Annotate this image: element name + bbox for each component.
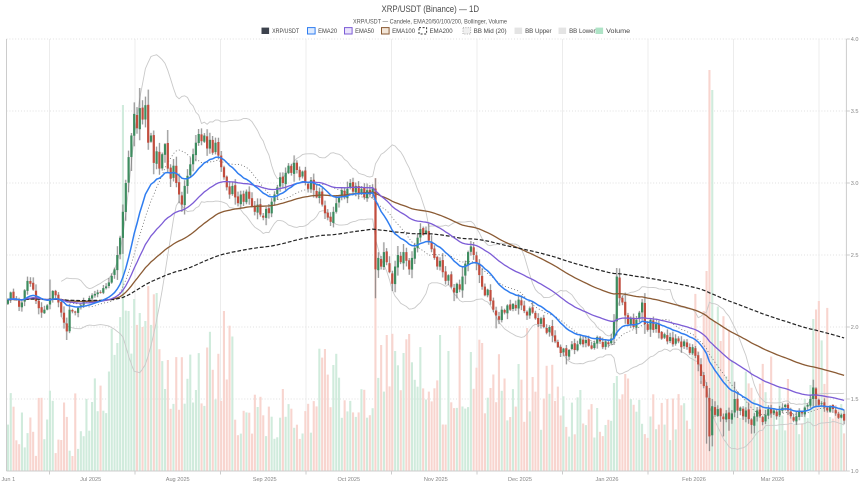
svg-text:2.5: 2.5 (851, 253, 859, 259)
svg-text:Jul 2025: Jul 2025 (80, 477, 101, 483)
svg-text:2.0: 2.0 (851, 325, 859, 331)
svg-text:BB Mid (20): BB Mid (20) (474, 28, 507, 35)
svg-text:Feb 2026: Feb 2026 (682, 477, 706, 483)
svg-text:Jan 2026: Jan 2026 (595, 477, 618, 483)
svg-text:XRP/USDT: XRP/USDT (272, 28, 299, 35)
svg-text:Jun 1: Jun 1 (2, 477, 16, 483)
svg-text:3.0: 3.0 (851, 181, 859, 187)
svg-text:Nov 2025: Nov 2025 (424, 477, 448, 483)
svg-text:Aug 2025: Aug 2025 (166, 477, 190, 483)
svg-text:EMA20: EMA20 (318, 28, 337, 35)
svg-text:Sep 2025: Sep 2025 (253, 477, 277, 483)
svg-text:4.0: 4.0 (851, 37, 859, 43)
svg-text:XRP/USDT (Binance) — 1D: XRP/USDT (Binance) — 1D (382, 4, 480, 14)
svg-text:Dec 2025: Dec 2025 (508, 477, 532, 483)
svg-text:BB Lower: BB Lower (569, 28, 596, 35)
svg-text:1.5: 1.5 (851, 397, 859, 403)
svg-text:EMA50: EMA50 (355, 28, 374, 35)
svg-text:1.0: 1.0 (851, 469, 859, 475)
svg-text:Oct 2025: Oct 2025 (337, 477, 360, 483)
svg-text:Volume: Volume (606, 28, 630, 35)
svg-text:XRP/USDT — Candele, EMA20/50/1: XRP/USDT — Candele, EMA20/50/100/200, Bo… (353, 19, 507, 26)
svg-text:EMA100: EMA100 (392, 28, 415, 35)
svg-text:3.5: 3.5 (851, 109, 859, 115)
svg-text:BB Upper: BB Upper (525, 28, 552, 35)
svg-text:EMA200: EMA200 (430, 28, 453, 35)
svg-text:Mar 2026: Mar 2026 (761, 477, 785, 483)
